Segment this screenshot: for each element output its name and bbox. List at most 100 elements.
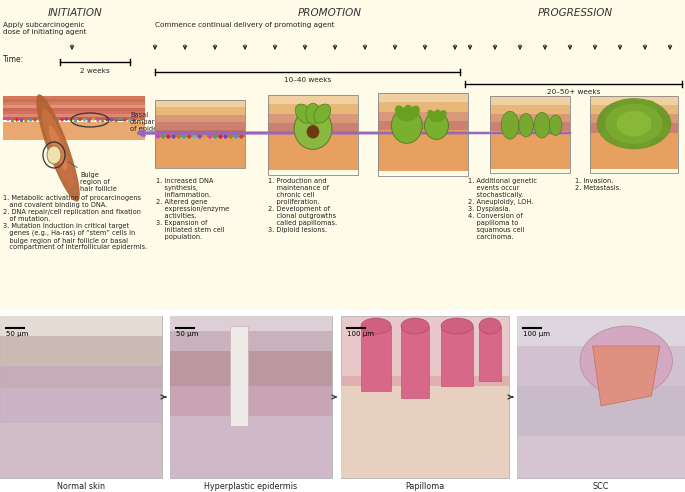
Bar (155, 115, 245, 123)
Ellipse shape (182, 135, 186, 139)
Bar (590, 114, 678, 123)
Ellipse shape (42, 108, 74, 187)
Bar (378, 130, 468, 171)
Bar (378, 102, 468, 112)
Bar (155, 100, 245, 107)
Bar (155, 130, 245, 137)
Bar (590, 132, 678, 169)
Bar (517, 316, 685, 478)
Ellipse shape (65, 118, 68, 121)
Bar (170, 416, 332, 478)
Ellipse shape (549, 115, 562, 135)
Ellipse shape (15, 118, 18, 122)
Ellipse shape (55, 119, 59, 123)
Ellipse shape (306, 103, 320, 124)
Ellipse shape (20, 119, 23, 122)
Bar (170, 386, 332, 416)
Ellipse shape (78, 118, 82, 121)
Polygon shape (593, 346, 660, 406)
Ellipse shape (650, 124, 670, 137)
Bar (590, 123, 678, 132)
Ellipse shape (479, 318, 501, 334)
Text: Basal
compartment
of epidermis: Basal compartment of epidermis (113, 112, 175, 132)
Bar (341, 316, 509, 478)
Ellipse shape (294, 108, 332, 150)
Ellipse shape (361, 318, 391, 334)
Text: Bulge
region of
hair follicle: Bulge region of hair follicle (68, 161, 117, 192)
Text: PROMOTION: PROMOTION (298, 8, 362, 18)
Ellipse shape (83, 118, 86, 122)
Bar (268, 114, 358, 123)
Text: Commence continual delivery of promoting agent: Commence continual delivery of promoting… (155, 22, 334, 28)
Ellipse shape (391, 108, 422, 143)
Ellipse shape (38, 118, 41, 121)
Bar (378, 93, 468, 102)
Ellipse shape (36, 94, 80, 202)
Bar (0, 336, 162, 366)
Ellipse shape (638, 100, 657, 113)
Bar (268, 104, 358, 114)
Ellipse shape (69, 118, 73, 122)
Bar (341, 376, 509, 391)
Bar (3, 102, 145, 105)
Bar (0, 366, 162, 388)
Bar (517, 436, 685, 478)
Text: Normal skin: Normal skin (57, 482, 105, 491)
Text: PROGRESSION: PROGRESSION (538, 8, 612, 18)
Text: Papilloma: Papilloma (406, 482, 445, 491)
Ellipse shape (606, 104, 662, 144)
Ellipse shape (119, 118, 122, 121)
Bar (341, 416, 509, 478)
Bar (268, 95, 358, 104)
Ellipse shape (436, 110, 447, 122)
Bar (3, 96, 145, 99)
Ellipse shape (307, 125, 319, 139)
Ellipse shape (223, 135, 227, 139)
Ellipse shape (123, 118, 127, 122)
Text: SCC: SCC (593, 482, 609, 491)
Bar (170, 316, 332, 331)
Ellipse shape (597, 98, 671, 149)
Bar (170, 316, 332, 478)
Ellipse shape (234, 135, 238, 139)
Ellipse shape (29, 119, 32, 122)
Bar (490, 96, 570, 105)
Ellipse shape (105, 118, 109, 121)
Bar (3, 99, 145, 102)
Bar (0, 388, 162, 423)
Bar (490, 123, 570, 131)
Ellipse shape (427, 110, 437, 122)
Bar (0, 0, 685, 310)
Ellipse shape (314, 104, 331, 123)
Bar (268, 123, 358, 132)
Bar (378, 93, 468, 176)
Ellipse shape (213, 135, 217, 139)
Ellipse shape (519, 114, 533, 137)
Ellipse shape (177, 135, 181, 139)
Bar (590, 105, 678, 114)
Bar (170, 351, 332, 386)
Ellipse shape (407, 106, 420, 121)
Bar (230, 326, 248, 426)
Text: 1. Increased DNA
    synthesis,
    inflammation.
2. Altered gene
    expression: 1. Increased DNA synthesis, inflammation… (156, 178, 229, 240)
Ellipse shape (580, 326, 673, 396)
Ellipse shape (395, 105, 408, 121)
Ellipse shape (187, 135, 191, 139)
Text: INITIATION: INITIATION (48, 8, 102, 18)
Text: 100 μm: 100 μm (523, 331, 550, 337)
Bar (0, 423, 162, 478)
Ellipse shape (42, 118, 46, 122)
Bar (479, 326, 501, 381)
Ellipse shape (433, 109, 441, 123)
Text: 50 μm: 50 μm (6, 331, 28, 337)
Text: 1. Additional genetic
    events occur
    stochastically.
2. Aneuploidy, LOH.
3: 1. Additional genetic events occur stoch… (468, 178, 537, 240)
Bar (155, 107, 245, 115)
Ellipse shape (601, 127, 621, 140)
Ellipse shape (229, 135, 233, 139)
Bar (341, 386, 509, 478)
Ellipse shape (34, 118, 37, 122)
Ellipse shape (501, 111, 519, 139)
Bar (0, 316, 162, 478)
Bar (3, 108, 145, 111)
Bar (155, 137, 245, 168)
